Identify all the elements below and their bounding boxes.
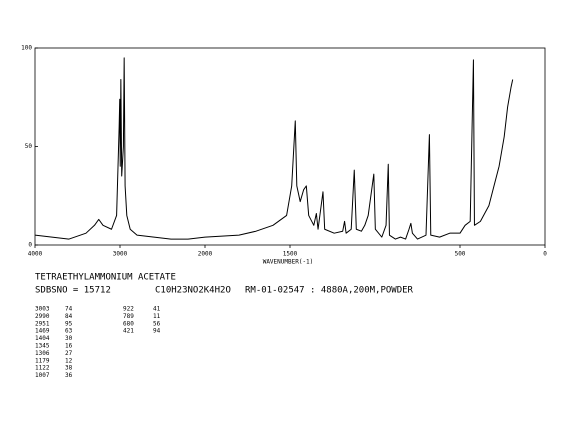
peak-wavenumber: 680 [123, 320, 134, 327]
peak-wavenumber: 3003 [35, 306, 50, 313]
formula: C10H23NO2K4H2O [155, 286, 231, 296]
peak-wavenumber: 1404 [35, 335, 50, 342]
peak-intensity: 36 [65, 372, 73, 379]
peak-intensity: 74 [65, 306, 73, 313]
x-tick-label: 500 [455, 251, 466, 258]
peak-intensity: 41 [153, 306, 161, 313]
y-tick-label: 50 [25, 143, 33, 150]
peak-intensity: 16 [65, 343, 73, 350]
spectrum-line [34, 57, 514, 240]
peak-wavenumber: 1007 [35, 372, 50, 379]
plot-frame [34, 47, 546, 246]
y-tick-label: 100 [21, 45, 32, 52]
peak-intensity: 30 [65, 335, 73, 342]
peak-intensity: 63 [65, 328, 73, 335]
x-tick-label: 3000 [113, 251, 128, 258]
peak-wavenumber: 922 [123, 306, 134, 313]
peak-wavenumber: 1122 [35, 365, 50, 372]
peak-intensity: 84 [65, 313, 73, 320]
peak-intensity: 27 [65, 350, 73, 357]
conditions: RM-01-02547 : 4880A,200M,POWDER [245, 286, 414, 296]
peak-wavenumber: 2951 [35, 320, 50, 327]
peak-intensity: 94 [153, 328, 161, 335]
x-tick-label: 4000 [28, 251, 43, 258]
peak-intensity: 12 [65, 357, 73, 364]
x-tick-label: 1500 [283, 251, 298, 258]
peak-wavenumber: 789 [123, 313, 134, 320]
peak-wavenumber: 1345 [35, 343, 50, 350]
peak-wavenumber: 2990 [35, 313, 50, 320]
peak-intensity: 38 [65, 365, 73, 372]
peak-intensity: 11 [153, 313, 161, 320]
peak-intensity: 95 [65, 320, 73, 327]
peak-wavenumber: 1179 [35, 357, 50, 364]
peak-intensity: 56 [153, 320, 161, 327]
x-tick-label: 2000 [198, 251, 213, 258]
x-axis-label: WAVENUMBER(-1) [263, 259, 314, 266]
peak-wavenumber: 1469 [35, 328, 50, 335]
peak-wavenumber: 421 [123, 328, 134, 335]
peak-wavenumber: 1306 [35, 350, 50, 357]
x-tick-label: 0 [543, 251, 547, 258]
compound-name: TETRAETHYLAMMONIUM ACETATE [35, 273, 176, 283]
sdbs-number: SDBSNO = 15712 [35, 286, 111, 296]
y-tick-label: 0 [28, 242, 32, 249]
